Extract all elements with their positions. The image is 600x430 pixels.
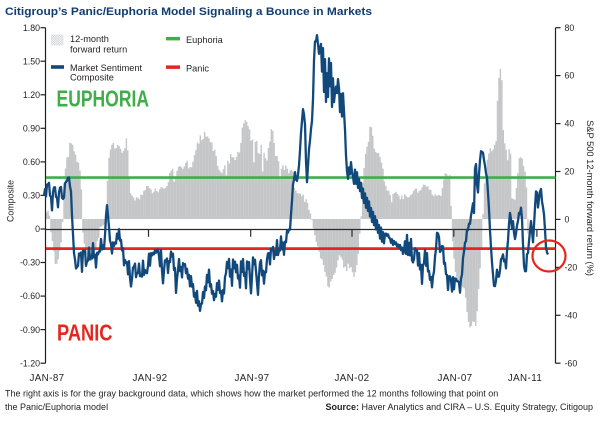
svg-text:-20: -20 [565,263,578,273]
svg-text:-40: -40 [565,310,578,320]
svg-text:60: 60 [565,71,575,81]
svg-text:the Panic/Euphoria model: the Panic/Euphoria model [5,402,108,412]
svg-text:0.90: 0.90 [23,123,40,133]
svg-text:EUPHORIA: EUPHORIA [57,86,150,112]
svg-text:S&P 500 12-month forward retur: S&P 500 12-month forward return (%) [585,120,595,276]
svg-text:0: 0 [565,215,570,225]
svg-text:Source: Haver Analytics and CI: Source: Haver Analytics and CIRA – U.S. … [326,402,593,412]
svg-text:12-month: 12-month [70,34,109,44]
svg-text:JAN-02: JAN-02 [334,373,369,384]
svg-text:Composite: Composite [70,73,114,83]
svg-text:-0.30: -0.30 [20,258,40,268]
svg-text:Euphoria: Euphoria [186,35,224,45]
svg-text:The right axis is for the gray: The right axis is for the gray backgroun… [5,389,498,399]
svg-text:-0.90: -0.90 [20,325,40,335]
svg-text:Composite: Composite [5,180,15,222]
svg-text:40: 40 [565,119,575,129]
svg-text:1.80: 1.80 [23,23,40,33]
svg-text:PANIC: PANIC [57,320,113,346]
svg-text:0.30: 0.30 [23,191,40,201]
svg-text:0: 0 [35,224,40,234]
svg-text:1.20: 1.20 [23,90,40,100]
svg-text:1.50: 1.50 [23,56,40,66]
svg-text:JAN-11: JAN-11 [508,373,542,384]
svg-text:-1.20: -1.20 [20,358,40,368]
svg-text:JAN-87: JAN-87 [29,373,64,384]
svg-text:JAN-97: JAN-97 [234,373,269,384]
svg-text:Citigroup’s Panic/Euphoria Mod: Citigroup’s Panic/Euphoria Model Signali… [5,6,372,18]
svg-text:20: 20 [565,167,575,177]
svg-text:Market Sentiment: Market Sentiment [70,63,142,73]
svg-text:JAN-07: JAN-07 [437,373,472,384]
svg-text:80: 80 [565,23,575,33]
svg-text:forward return: forward return [70,45,127,55]
svg-text:-60: -60 [565,358,578,368]
svg-text:Panic: Panic [186,64,209,74]
svg-text:JAN-92: JAN-92 [132,373,167,384]
svg-text:0.60: 0.60 [23,157,40,167]
svg-text:-0.60: -0.60 [20,291,40,301]
